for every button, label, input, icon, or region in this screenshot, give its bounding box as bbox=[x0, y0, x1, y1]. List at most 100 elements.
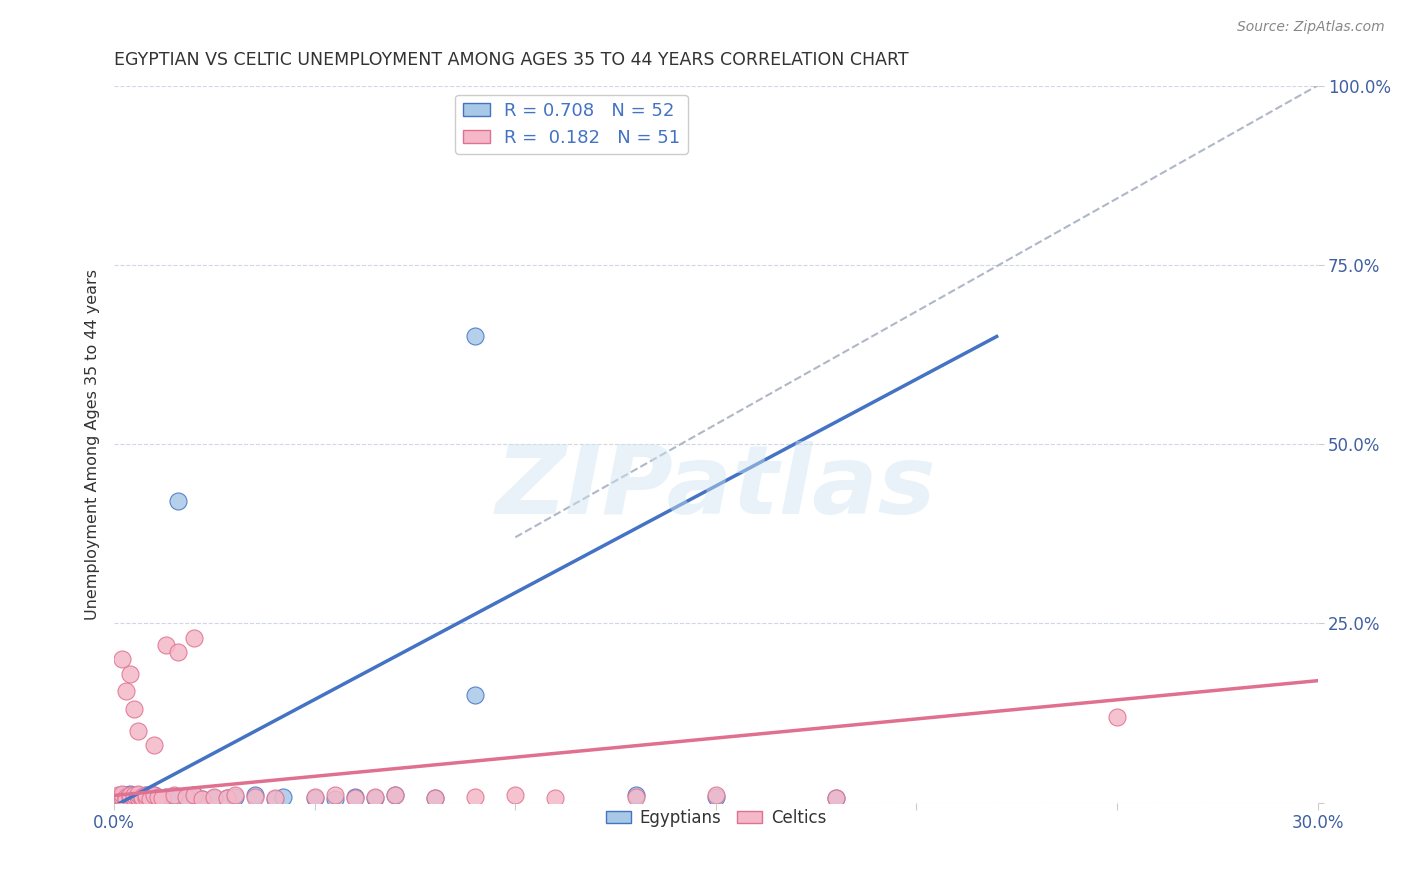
Point bbox=[139, 789, 162, 804]
Point bbox=[143, 789, 166, 803]
Point bbox=[384, 789, 406, 803]
Point bbox=[243, 789, 266, 804]
Point bbox=[263, 791, 285, 805]
Point bbox=[148, 790, 170, 805]
Point bbox=[825, 791, 848, 805]
Point bbox=[704, 789, 727, 804]
Point bbox=[150, 792, 173, 806]
Point bbox=[115, 790, 138, 805]
Point bbox=[122, 791, 145, 805]
Point bbox=[271, 789, 294, 804]
Point bbox=[263, 792, 285, 806]
Point bbox=[135, 793, 157, 807]
Y-axis label: Unemployment Among Ages 35 to 44 years: Unemployment Among Ages 35 to 44 years bbox=[86, 268, 100, 620]
Point bbox=[183, 789, 205, 803]
Point bbox=[343, 791, 366, 805]
Point bbox=[120, 787, 142, 801]
Text: EGYPTIAN VS CELTIC UNEMPLOYMENT AMONG AGES 35 TO 44 YEARS CORRELATION CHART: EGYPTIAN VS CELTIC UNEMPLOYMENT AMONG AG… bbox=[114, 51, 908, 69]
Point bbox=[131, 789, 153, 804]
Point bbox=[150, 791, 173, 805]
Point bbox=[120, 792, 142, 806]
Point bbox=[115, 792, 138, 806]
Point bbox=[323, 792, 346, 806]
Point bbox=[115, 793, 138, 807]
Point bbox=[384, 789, 406, 803]
Point bbox=[704, 789, 727, 803]
Point bbox=[224, 789, 246, 803]
Point bbox=[183, 789, 205, 803]
Point bbox=[624, 789, 647, 803]
Point bbox=[127, 789, 149, 804]
Text: ZIPatlas: ZIPatlas bbox=[495, 441, 936, 533]
Point bbox=[243, 789, 266, 803]
Point bbox=[304, 790, 326, 805]
Point bbox=[215, 791, 238, 805]
Point bbox=[127, 723, 149, 738]
Point bbox=[143, 791, 166, 805]
Point bbox=[120, 790, 142, 805]
Point bbox=[122, 793, 145, 807]
Point bbox=[364, 789, 387, 804]
Point bbox=[191, 792, 214, 806]
Point bbox=[111, 789, 134, 804]
Point bbox=[544, 791, 567, 805]
Point bbox=[423, 790, 446, 805]
Point bbox=[191, 792, 214, 806]
Point bbox=[131, 792, 153, 806]
Point bbox=[135, 790, 157, 805]
Point bbox=[143, 789, 166, 803]
Point bbox=[122, 789, 145, 803]
Point bbox=[122, 702, 145, 716]
Point bbox=[624, 789, 647, 804]
Point bbox=[167, 494, 190, 508]
Point bbox=[183, 631, 205, 645]
Point bbox=[163, 789, 186, 803]
Point bbox=[304, 789, 326, 804]
Point bbox=[122, 789, 145, 804]
Point bbox=[825, 791, 848, 805]
Point bbox=[111, 652, 134, 666]
Point bbox=[364, 791, 387, 805]
Point bbox=[111, 793, 134, 807]
Point bbox=[139, 792, 162, 806]
Point bbox=[127, 789, 149, 803]
Point bbox=[464, 789, 486, 804]
Point bbox=[107, 789, 129, 804]
Point bbox=[204, 789, 226, 804]
Point bbox=[343, 789, 366, 804]
Point bbox=[115, 788, 138, 802]
Point bbox=[115, 789, 138, 804]
Point bbox=[176, 789, 198, 804]
Point bbox=[107, 792, 129, 806]
Point bbox=[120, 793, 142, 807]
Point bbox=[155, 638, 177, 652]
Point bbox=[127, 790, 149, 805]
Point bbox=[120, 789, 142, 804]
Point bbox=[176, 789, 198, 804]
Point bbox=[215, 791, 238, 805]
Point bbox=[107, 789, 129, 803]
Point bbox=[111, 787, 134, 801]
Point bbox=[135, 790, 157, 805]
Point bbox=[148, 789, 170, 804]
Point bbox=[131, 789, 153, 804]
Text: Source: ZipAtlas.com: Source: ZipAtlas.com bbox=[1237, 20, 1385, 34]
Point bbox=[464, 329, 486, 343]
Point bbox=[163, 791, 186, 805]
Point bbox=[464, 688, 486, 702]
Point bbox=[122, 791, 145, 805]
Point bbox=[143, 738, 166, 752]
Point bbox=[323, 789, 346, 803]
Point bbox=[135, 789, 157, 803]
Point bbox=[224, 789, 246, 804]
Point bbox=[131, 792, 153, 806]
Point bbox=[505, 789, 527, 803]
Point bbox=[111, 789, 134, 803]
Point bbox=[120, 789, 142, 803]
Point bbox=[135, 789, 157, 803]
Point bbox=[204, 790, 226, 805]
Point bbox=[111, 791, 134, 805]
Point bbox=[139, 792, 162, 806]
Point bbox=[1105, 709, 1128, 723]
Point bbox=[127, 787, 149, 801]
